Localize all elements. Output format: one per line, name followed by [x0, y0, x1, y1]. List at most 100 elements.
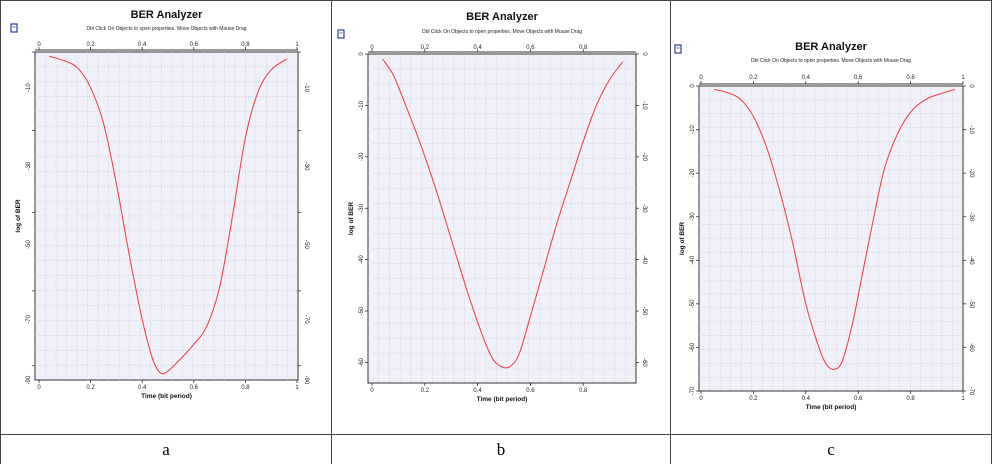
- y-tick-label-left: -10: [359, 100, 365, 109]
- y-axis-label: log of BER: [679, 222, 686, 256]
- y-tick-label-right: -50: [641, 307, 647, 316]
- x-tick-label-top: 0.6: [190, 42, 199, 48]
- y-tick-label-right: 0: [968, 84, 974, 88]
- y-tick-label-right: -10: [641, 101, 647, 110]
- y-tick-label-right: -20: [641, 152, 647, 161]
- x-tick-label-bottom: 0.2: [86, 385, 95, 391]
- y-axis-label: log of BER: [348, 202, 355, 236]
- x-tick-label-bottom: 0.4: [473, 388, 482, 394]
- y-tick-label-left: -20: [690, 168, 696, 177]
- document-icon: [10, 23, 18, 33]
- document-icon: [674, 44, 682, 54]
- document-icon: [337, 29, 345, 39]
- y-tick-label-left: -10: [690, 125, 696, 134]
- ber-curve-series-0: [49, 55, 288, 375]
- y-tick-label-left: -90: [26, 375, 32, 384]
- y-axis-label: log of BER: [15, 199, 22, 233]
- panel-b: BER Analyzer Dbl Click On Objects to open…: [332, 0, 670, 434]
- y-tick-label-left: -10: [26, 83, 32, 92]
- caption-b: b: [496, 440, 506, 459]
- x-tick-label-top: 0.4: [138, 42, 147, 48]
- x-axis-label: Time (bit period): [477, 396, 528, 403]
- chart-title: BER Analyzer: [795, 41, 867, 53]
- y-tick-label-left: -40: [690, 255, 696, 264]
- x-tick-label-top: 0.8: [579, 45, 588, 51]
- y-tick-label-right: -70: [303, 315, 309, 324]
- x-tick-label-bottom: 0.4: [802, 396, 811, 402]
- y-tick-label-right: -10: [968, 125, 974, 134]
- y-tick-label-right: -30: [968, 212, 974, 221]
- panel-divider-left: [0, 0, 1, 464]
- x-tick-label-top: 0.4: [473, 45, 482, 51]
- x-tick-label-top: 0.2: [749, 75, 758, 81]
- y-tick-label-left: 0: [359, 52, 365, 56]
- y-tick-label-left: -50: [690, 299, 696, 308]
- y-tick-label-left: -50: [359, 306, 365, 315]
- y-tick-label-right: -70: [968, 387, 974, 396]
- panel-c: BER Analyzer Dbl Click On Objects to open…: [671, 0, 991, 434]
- x-tick-label-bottom: 0: [699, 396, 703, 402]
- x-axis-label: Time (bit period): [141, 393, 192, 400]
- x-tick-label-bottom: 0.6: [190, 385, 199, 391]
- chart-subtitle: Dbl Click On Objects to open properties.…: [422, 29, 582, 35]
- x-tick-label-bottom: 0.4: [138, 385, 147, 391]
- y-tick-label-right: -40: [968, 256, 974, 265]
- x-tick-label-bottom: 1: [961, 396, 965, 402]
- y-tick-label-right: -60: [641, 358, 647, 367]
- panel-divider-bc: [670, 0, 671, 464]
- y-tick-label-right: -90: [303, 376, 309, 385]
- x-tick-label-bottom: 1: [295, 385, 299, 391]
- y-tick-label-left: -50: [26, 240, 32, 249]
- x-tick-label-bottom: 0.6: [854, 396, 863, 402]
- y-tick-label-right: 0: [641, 52, 647, 56]
- caption-divider: [0, 434, 992, 435]
- panel-divider-ab: [331, 0, 332, 464]
- y-tick-label-left: -70: [690, 386, 696, 395]
- y-tick-label-right: -20: [968, 169, 974, 178]
- x-tick-label-bottom: 0: [370, 388, 374, 394]
- x-tick-label-bottom: 0.8: [906, 396, 915, 402]
- ber-analyzer-chart-b: BER Analyzer Dbl Click On Objects to open…: [337, 11, 647, 403]
- y-tick-label-right: -60: [968, 343, 974, 352]
- y-tick-label-left: -70: [26, 314, 32, 323]
- x-tick-label-top: 0.8: [241, 42, 250, 48]
- frame-top-border: [0, 0, 992, 1]
- chart-title: BER Analyzer: [131, 9, 203, 21]
- y-tick-label-left: -20: [359, 152, 365, 161]
- y-tick-label-right: -30: [303, 162, 309, 171]
- x-tick-label-top: 1: [961, 75, 965, 81]
- x-tick-label-top: 0.8: [906, 75, 915, 81]
- y-tick-label-right: -30: [641, 204, 647, 213]
- x-axis-label: Time (bit period): [806, 404, 857, 411]
- y-tick-label-left: -60: [359, 357, 365, 366]
- y-tick-label-right: -50: [968, 300, 974, 309]
- x-tick-label-bottom: 0.2: [421, 388, 430, 394]
- chart-title: BER Analyzer: [466, 11, 538, 23]
- x-tick-label-bottom: 0: [37, 385, 41, 391]
- ber-analyzer-chart-c: BER Analyzer Dbl Click On Objects to open…: [674, 41, 974, 411]
- ber-curve-series-0: [713, 88, 956, 370]
- x-tick-label-top: 0.2: [86, 42, 95, 48]
- x-tick-label-top: 0: [370, 45, 374, 51]
- y-tick-label-left: -60: [690, 342, 696, 351]
- ber-curve-series-0: [382, 58, 624, 369]
- x-tick-label-top: 0.6: [526, 45, 535, 51]
- y-tick-label-left: 0: [690, 84, 696, 88]
- caption-a: a: [162, 440, 170, 459]
- x-tick-label-top: 0: [37, 42, 41, 48]
- y-tick-label-left: -30: [690, 212, 696, 221]
- y-tick-label-right: -10: [303, 83, 309, 92]
- y-tick-label-left: -40: [359, 255, 365, 264]
- x-tick-label-bottom: 0.6: [526, 388, 535, 394]
- x-tick-label-top: 0.2: [421, 45, 430, 51]
- x-tick-label-bottom: 0.8: [579, 388, 588, 394]
- panel-a: BER Analyzer Dbl Click On Objects to open…: [1, 0, 331, 434]
- caption-c: c: [827, 440, 835, 459]
- y-tick-label-left: -30: [26, 161, 32, 170]
- x-tick-label-bottom: 0.8: [241, 385, 250, 391]
- y-tick-label-right: -50: [303, 240, 309, 249]
- x-tick-label-top: 0.4: [802, 75, 811, 81]
- chart-subtitle: Dbl Click On Objects to open properties.…: [751, 58, 911, 64]
- y-tick-label-left: -30: [359, 203, 365, 212]
